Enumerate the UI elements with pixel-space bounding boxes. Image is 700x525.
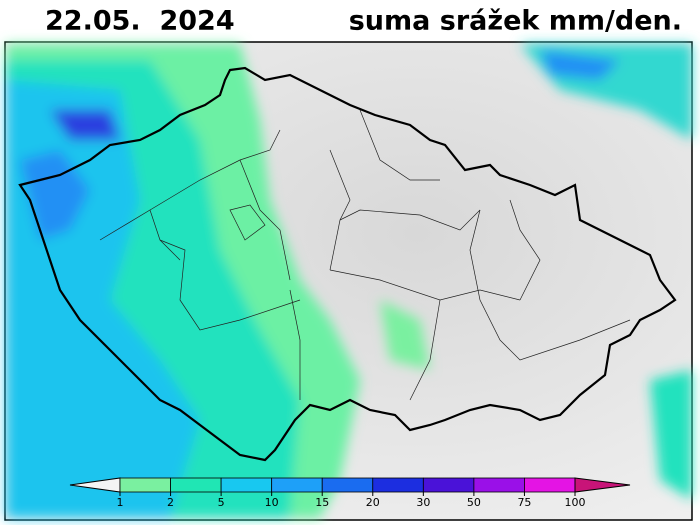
colorbar-tick-label: 50 [467,496,481,509]
date: 22.05. 2024 [45,6,235,37]
colorbar-segment [170,477,222,493]
colorbar-segment [422,477,475,493]
colorbar: 1 2 5 10 15 20 30 50 75 100 [69,477,631,509]
title: suma srážek mm/den. [349,6,682,37]
colorbar-segment [321,477,374,493]
colorbar-segment [473,477,525,493]
precip-field [6,44,692,518]
colorbar-tick-label: 20 [366,496,380,509]
map [4,41,693,521]
colorbar-tick-label: 75 [517,496,531,509]
colorbar-tick-label: 5 [218,496,225,509]
country-border [18,66,677,462]
regions [99,109,631,401]
colorbar-tick-label: 2 [167,496,174,509]
colorbar-arrow-high [574,477,631,493]
colorbar-segment [220,477,273,493]
colorbar-tick-label: 1 [117,496,124,509]
colorbar-segment [372,477,424,493]
colorbar-segment [119,477,171,493]
colorbar-segment [271,477,323,493]
colorbar-tick-label: 30 [416,496,430,509]
colorbar-tick-label: 100 [565,496,586,509]
colorbar-tick-label: 10 [265,496,279,509]
colorbar-tick-label: 15 [315,496,329,509]
colorbar-segment [524,477,576,493]
